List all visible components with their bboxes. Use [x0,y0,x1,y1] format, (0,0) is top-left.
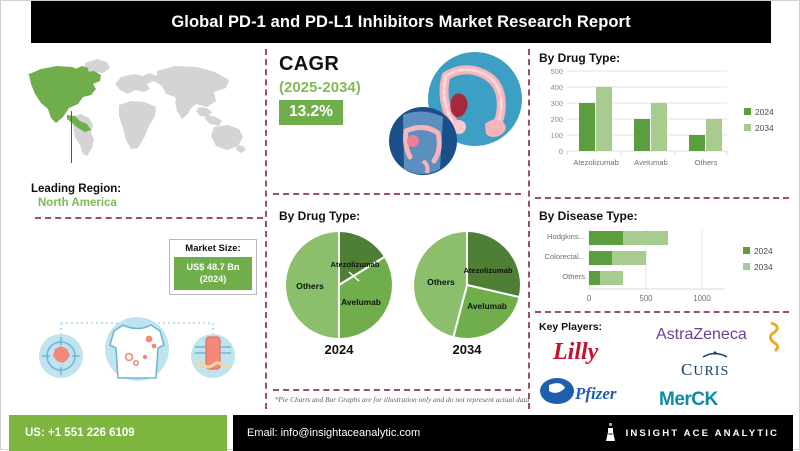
bar-xtick-avelumab: Avelumab [634,158,668,167]
logo-pfizer: Pfizer [540,378,617,404]
title-bar: Global PD-1 and PD-L1 Inhibitors Market … [31,1,771,43]
key-players-block: Key Players: Lilly AstraZeneca CURIS Pfi… [531,317,799,413]
bar-ytick-400: 400 [551,83,563,92]
phone-number: US: +1 551 226 6109 [25,427,135,439]
divider-left-horizontal [35,217,263,219]
market-size-value: US$ 48.7 Bn (2024) [174,257,252,290]
astrazeneca-mark [768,321,780,353]
divider-center-footnote [273,389,521,391]
brand-name: INSIGHT ACE ANALYTIC [625,427,779,439]
pie-2034-year: 2034 [452,342,482,357]
tumor-target-icon [39,334,83,378]
hbar-xtick-500: 500 [639,294,653,303]
pie-2024-label-atezolizumab: Atezolizumab [331,260,380,269]
hbar-2034-others [600,271,623,285]
bar-xtick-atezolizumab: Atezolizumab [573,158,619,167]
bar-2024-others [689,135,705,151]
bar-ytick-300: 300 [551,99,563,108]
bar-legend-2034: 2034 [755,123,774,133]
logo-merck: MerCK [659,389,719,410]
map-pointer-line [71,111,72,163]
divider-vertical-right [528,49,530,409]
logo-lilly: Lilly [552,339,599,365]
bar-2024-avelumab [634,119,650,151]
phone-badge: US: +1 551 226 6109 [9,415,227,451]
hbar-2034-hodgkins [623,231,668,245]
bar-2034-atezolizumab [596,87,612,151]
cagr-period: (2025-2034) [279,79,361,96]
pie-2024-label-others: Others [296,281,324,291]
market-size-label: Market Size: [185,243,241,254]
footer-bar: US: +1 551 226 6109 Email: info@insighta… [1,415,800,451]
bar-section-title: By Drug Type: [539,51,621,65]
market-size-amount: US$ 48.7 Bn [186,262,240,272]
hbar-legend-2034: 2034 [754,262,773,272]
hbar-2024-others [589,271,600,285]
cagr-label: CAGR [279,53,340,75]
bar-chart-by-disease-type: Hodgkins... Colorectal... Others 0 500 1… [537,227,793,307]
hbar-legend-2024: 2024 [754,246,773,256]
leading-region-label: Leading Region: [31,183,122,195]
email-text: Email: info@insightaceanalytic.com [247,427,421,439]
insight-ace-mark-icon [604,423,617,443]
hbar-2024-colorectal [589,251,612,265]
bar-legend-swatch-2034 [744,124,751,131]
hbar-legend-swatch-2024 [743,247,750,254]
footer-black-bar: Email: info@insightaceanalytic.com INSIG… [233,415,793,451]
logo-curis: CURIS [681,360,729,379]
bar-legend-swatch-2024 [744,108,751,115]
market-size-card: Market Size: US$ 48.7 Bn (2024) [169,239,257,295]
bar-ytick-0: 0 [559,147,563,156]
colon-anatomy-illustration [379,49,527,184]
pie-chart-2034: Atezolizumab Avelumab Others 2034 [411,229,523,357]
hbar-ylabel-colorectal: Colorectal... [544,252,585,261]
hbar-xtick-1000: 1000 [693,294,711,303]
leading-region-block: Leading Region: North America [31,183,231,209]
logo-astrazeneca: AstraZeneca [656,326,747,343]
skin-cross-section-icon [191,334,235,378]
divider-right-horizontal-2 [535,311,789,313]
brand-logo: INSIGHT ACE ANALYTIC [604,415,779,451]
hbar-ylabel-others: Others [562,272,585,281]
pie-2024-year: 2024 [324,342,354,357]
hbar-legend-swatch-2034 [743,263,750,270]
bar-ytick-500: 500 [551,67,563,76]
divider-right-horizontal-1 [535,197,789,199]
bar-xtick-others: Others [695,158,718,167]
pie-2034-label-atezolizumab: Atezolizumab [464,266,513,275]
world-map [9,49,257,169]
divider-center-horizontal [273,193,521,195]
disease-section-title: By Disease Type: [539,209,638,223]
hbar-ylabel-hodgkins: Hodgkins... [547,232,585,241]
leading-region-value: North America [38,197,117,209]
bar-2034-others [706,119,722,151]
pie-2034-label-others: Others [427,277,455,287]
chart-footnote: *Pie Charts and Bar Graphs are for illus… [274,395,530,404]
medical-icon-group [23,301,249,387]
market-size-year: (2024) [199,274,227,284]
bar-2024-atezolizumab [579,103,595,151]
hbar-2034-colorectal [612,251,646,265]
pie-chart-2024: Atezolizumab Avelumab Others 2024 [283,229,395,357]
pie-2024-label-avelumab: Avelumab [341,297,381,307]
key-players-title: Key Players: [539,321,602,333]
hbar-2024-hodgkins [589,231,623,245]
pie-section-title: By Drug Type: [279,209,361,223]
divider-vertical-left [265,49,267,409]
bar-ytick-100: 100 [551,131,563,140]
bar-chart-by-drug-type: 500 400 300 200 100 0 [541,67,793,172]
bar-ytick-200: 200 [551,115,563,124]
torso-lesions-icon [105,317,169,381]
svg-text:Pfizer: Pfizer [574,384,617,403]
page-title: Global PD-1 and PD-L1 Inhibitors Market … [171,12,631,31]
cagr-block: CAGR (2025-2034) 13.2% [279,53,389,125]
cagr-value: 13.2% [279,100,343,125]
hbar-xtick-0: 0 [587,294,592,303]
bar-legend-2024: 2024 [755,107,774,117]
pie-2034-label-avelumab: Avelumab [467,301,507,311]
bar-2034-avelumab [651,103,667,151]
